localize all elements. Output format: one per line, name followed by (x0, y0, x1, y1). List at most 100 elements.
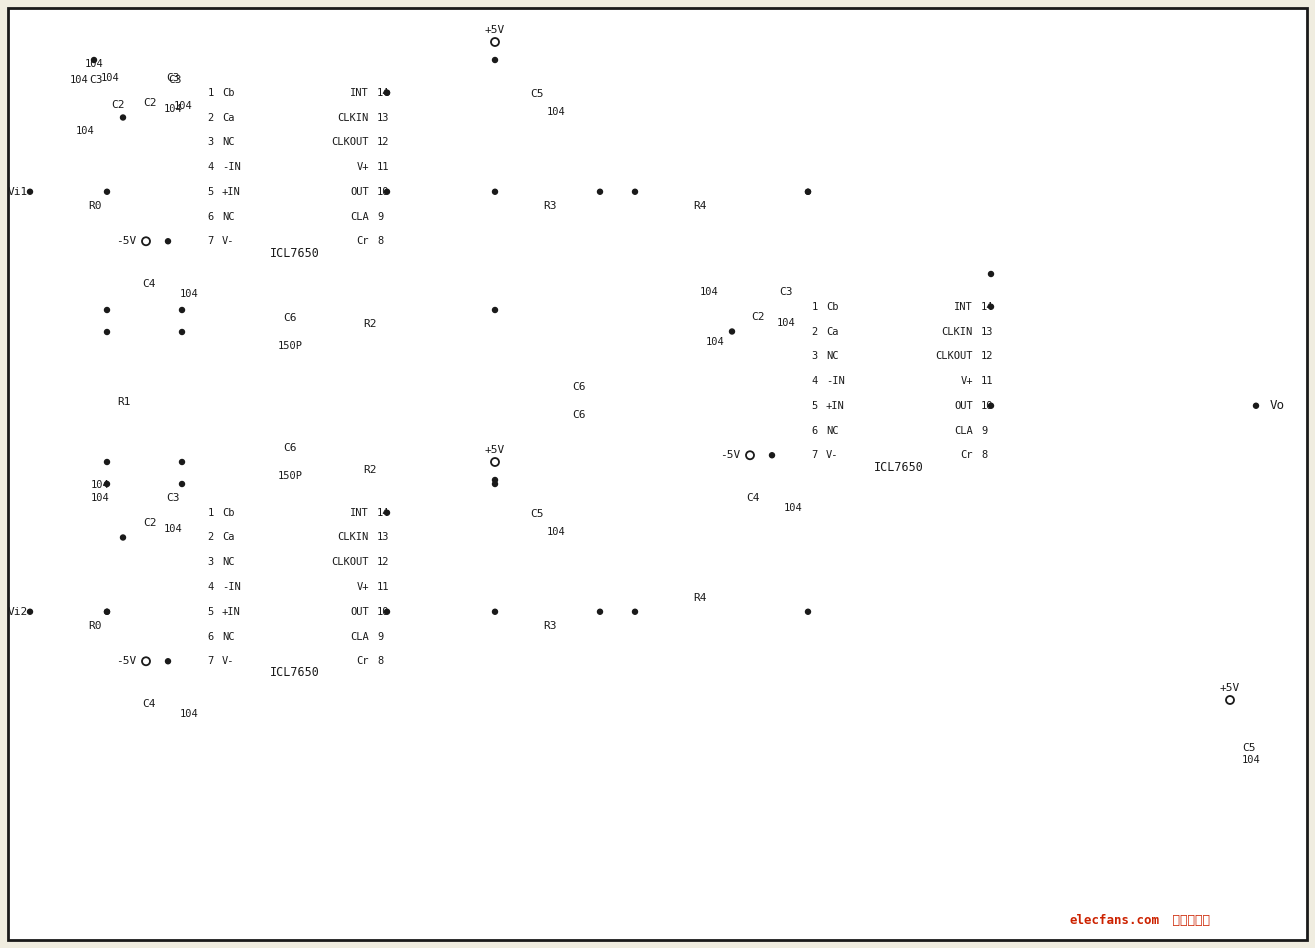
Text: 1: 1 (208, 508, 214, 518)
Bar (218, 488, 373, 686)
Circle shape (104, 307, 109, 313)
Circle shape (597, 190, 602, 194)
Text: 12: 12 (377, 137, 389, 147)
Text: CLKOUT: CLKOUT (935, 352, 973, 361)
Circle shape (597, 610, 602, 614)
Text: V+: V+ (356, 582, 370, 592)
Circle shape (104, 610, 109, 614)
Text: 5: 5 (208, 187, 214, 197)
Circle shape (493, 610, 497, 614)
Text: C2: C2 (751, 312, 765, 321)
Circle shape (180, 482, 184, 486)
Text: -5V: -5V (116, 656, 135, 666)
Circle shape (121, 535, 125, 540)
Text: CLKIN: CLKIN (942, 326, 973, 337)
Text: R3: R3 (543, 621, 556, 630)
Text: C3: C3 (168, 75, 181, 84)
Text: Vi2: Vi2 (8, 607, 28, 617)
Text: C6: C6 (283, 443, 297, 453)
Text: V-: V- (826, 450, 839, 460)
Text: C4: C4 (747, 493, 760, 503)
Text: 13: 13 (377, 113, 389, 122)
Circle shape (28, 610, 33, 614)
Text: -IN: -IN (222, 162, 241, 172)
Text: +IN: +IN (826, 401, 844, 410)
Text: 4: 4 (811, 376, 818, 386)
Text: C5: C5 (530, 509, 543, 519)
Text: 6: 6 (208, 631, 214, 642)
Text: 104: 104 (547, 107, 565, 117)
Circle shape (806, 190, 810, 194)
Text: R4: R4 (693, 201, 706, 210)
Bar (822, 282, 977, 480)
Text: Cr: Cr (960, 450, 973, 460)
Text: C6: C6 (572, 410, 586, 420)
Text: elecfans.com: elecfans.com (1070, 914, 1160, 926)
Text: Ca: Ca (222, 533, 234, 542)
Text: C4: C4 (142, 280, 156, 289)
Text: 2: 2 (811, 326, 818, 337)
Circle shape (384, 90, 389, 95)
Circle shape (493, 58, 497, 63)
Bar (688, 607, 711, 617)
Text: 104: 104 (700, 286, 718, 297)
Text: 104: 104 (547, 527, 565, 537)
Text: 9: 9 (981, 426, 988, 435)
Bar (83, 187, 107, 197)
Text: 104: 104 (180, 709, 199, 720)
Text: OUT: OUT (350, 187, 370, 197)
Text: 104: 104 (70, 75, 88, 84)
Text: 電子發燒友: 電子發燒友 (1165, 914, 1210, 926)
Text: 11: 11 (377, 582, 389, 592)
Bar (358, 479, 381, 489)
Text: 10: 10 (981, 401, 994, 410)
Text: OUT: OUT (955, 401, 973, 410)
Text: 3: 3 (811, 352, 818, 361)
Text: C5: C5 (530, 89, 543, 99)
Text: 104: 104 (163, 103, 183, 114)
Text: ICL7650: ICL7650 (270, 666, 320, 680)
Text: -5V: -5V (116, 236, 135, 246)
Circle shape (493, 307, 497, 313)
Text: +5V: +5V (485, 445, 505, 455)
Bar (218, 68, 373, 266)
Text: V-: V- (222, 236, 234, 246)
Bar (538, 187, 562, 197)
Text: 6: 6 (208, 211, 214, 222)
Text: 14: 14 (981, 301, 994, 312)
Text: 104: 104 (705, 337, 725, 347)
Text: INT: INT (350, 508, 370, 518)
Circle shape (104, 482, 109, 486)
Text: V+: V+ (356, 162, 370, 172)
Text: 104: 104 (163, 523, 183, 534)
Text: 5: 5 (208, 607, 214, 617)
Text: +IN: +IN (222, 607, 241, 617)
Circle shape (989, 271, 994, 277)
Text: C6: C6 (283, 313, 297, 323)
Text: 104: 104 (777, 318, 796, 328)
Text: -5V: -5V (719, 450, 740, 460)
Text: Cr: Cr (356, 236, 370, 246)
Text: Ca: Ca (222, 113, 234, 122)
Text: 12: 12 (981, 352, 994, 361)
Circle shape (92, 58, 96, 63)
Text: R1: R1 (117, 397, 130, 407)
Text: -IN: -IN (222, 582, 241, 592)
Circle shape (180, 460, 184, 465)
Circle shape (989, 403, 994, 409)
Text: Cb: Cb (826, 301, 839, 312)
Circle shape (384, 510, 389, 516)
Text: 14: 14 (377, 88, 389, 98)
Text: CLKIN: CLKIN (338, 533, 370, 542)
Bar (688, 187, 711, 197)
Text: C4: C4 (142, 700, 156, 709)
Text: 8: 8 (377, 236, 383, 246)
Text: 11: 11 (981, 376, 994, 386)
Text: 2: 2 (208, 533, 214, 542)
Text: R0: R0 (88, 201, 101, 210)
Text: C3: C3 (166, 73, 180, 82)
Text: OUT: OUT (350, 607, 370, 617)
Text: C2: C2 (143, 98, 156, 107)
Text: 10: 10 (377, 187, 389, 197)
Text: V+: V+ (960, 376, 973, 386)
